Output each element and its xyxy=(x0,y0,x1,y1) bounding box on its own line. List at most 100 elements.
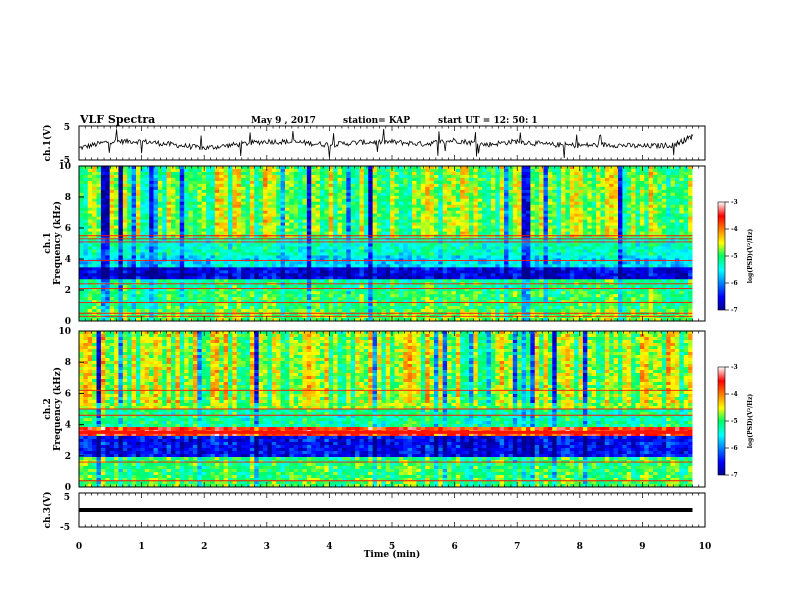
heatmap-cell xyxy=(100,219,106,223)
heatmap-cell xyxy=(328,166,334,170)
heatmap-cell xyxy=(105,228,111,232)
heatmap-cell xyxy=(670,261,676,265)
heatmap-cell xyxy=(122,225,128,229)
heatmap-cell xyxy=(122,192,128,197)
heatmap-cell xyxy=(175,264,181,268)
heatmap-cell xyxy=(433,249,439,253)
heatmap-cell xyxy=(109,243,115,247)
heatmap-cell xyxy=(477,258,483,262)
heatmap-cell xyxy=(403,189,409,194)
heatmap-cell xyxy=(166,210,172,214)
heatmap-cell xyxy=(258,258,264,262)
heatmap-cell xyxy=(587,192,593,197)
heatmap-cell xyxy=(679,198,685,203)
heatmap-cell xyxy=(214,210,220,214)
heatmap-cell xyxy=(534,222,540,226)
heatmap-cell xyxy=(648,258,654,262)
heatmap-cell xyxy=(254,228,260,232)
heatmap-cell xyxy=(131,267,137,271)
heatmap-cell xyxy=(337,183,343,188)
heatmap-cell xyxy=(140,183,146,188)
heatmap-cell xyxy=(556,198,562,203)
heatmap-cell xyxy=(109,213,115,217)
heatmap-cell xyxy=(416,180,422,185)
heatmap-cell xyxy=(442,219,448,223)
heatmap-cell xyxy=(227,255,233,259)
heatmap-cell xyxy=(508,261,514,265)
heatmap-cell xyxy=(109,192,115,197)
heatmap-cell xyxy=(561,261,566,265)
heatmap-cell xyxy=(644,192,650,197)
heatmap-cell xyxy=(420,243,426,247)
heatmap-cell xyxy=(355,166,360,170)
heatmap-cell xyxy=(534,255,540,259)
heatmap-cell xyxy=(521,252,527,256)
heatmap-cell xyxy=(109,168,115,173)
heatmap-cell xyxy=(298,228,303,232)
heatmap-cell xyxy=(227,228,233,232)
heatmap-cell xyxy=(398,243,404,247)
heatmap-cell xyxy=(355,195,360,200)
heatmap-cell xyxy=(324,183,330,188)
heatmap-cell xyxy=(337,252,343,256)
heatmap-cell xyxy=(547,225,553,229)
heatmap-cell xyxy=(499,204,505,209)
heatmap-cell xyxy=(504,264,509,268)
heatmap-cell xyxy=(153,168,159,173)
heatmap-cell xyxy=(582,174,588,179)
heatmap-cell xyxy=(166,267,172,271)
heatmap-cell xyxy=(284,222,290,226)
heatmap-cell xyxy=(653,252,658,256)
heatmap-cell xyxy=(315,222,321,226)
heatmap-cell xyxy=(447,255,452,259)
heatmap-cell xyxy=(201,252,207,256)
heatmap-cell xyxy=(157,261,163,265)
heatmap-cell xyxy=(236,213,242,217)
heatmap-cell xyxy=(333,192,338,197)
heatmap-cell xyxy=(376,261,382,265)
heatmap-cell xyxy=(455,201,461,206)
heatmap-cell xyxy=(171,177,176,182)
heatmap-cell xyxy=(311,201,317,206)
heatmap-cell xyxy=(157,192,163,197)
heatmap-cell xyxy=(118,198,124,203)
heatmap-cell xyxy=(438,186,444,191)
heatmap-cell xyxy=(311,177,317,182)
heatmap-cell xyxy=(166,204,172,209)
heatmap-cell xyxy=(127,258,132,262)
heatmap-cell xyxy=(192,252,198,256)
heatmap-cell xyxy=(96,219,102,223)
heatmap-cell xyxy=(263,213,268,217)
heatmap-cell xyxy=(416,264,422,268)
heatmap-cell xyxy=(122,183,128,188)
heatmap-cell xyxy=(153,166,159,170)
heatmap-cell xyxy=(289,195,295,200)
heatmap-cell xyxy=(293,267,299,271)
heatmap-cell xyxy=(284,246,290,250)
heatmap-cell xyxy=(517,180,522,185)
heatmap-cell xyxy=(688,186,693,191)
heatmap-cell xyxy=(521,261,527,265)
heatmap-cell xyxy=(460,192,466,197)
heatmap-cell xyxy=(429,258,435,262)
heatmap-cell xyxy=(429,228,435,232)
heatmap-cell xyxy=(368,216,373,220)
heatmap-cell xyxy=(372,192,378,197)
heatmap-cell xyxy=(249,219,255,223)
heatmap-cell xyxy=(192,270,198,274)
heatmap-cell xyxy=(131,166,137,170)
heatmap-cell xyxy=(140,201,146,206)
heatmap-cell xyxy=(249,216,255,220)
heatmap-cell xyxy=(114,189,119,194)
heatmap-cell xyxy=(179,189,185,194)
heatmap-cell xyxy=(534,231,540,235)
heatmap-cell xyxy=(214,198,220,203)
heatmap-cell xyxy=(92,225,97,229)
heatmap-cell xyxy=(87,171,93,176)
heatmap-cell xyxy=(232,258,238,262)
heatmap-cell xyxy=(114,270,119,274)
heatmap-cell xyxy=(359,255,365,259)
heatmap-cell xyxy=(105,216,111,220)
heatmap-cell xyxy=(412,213,417,217)
heatmap-cell xyxy=(144,189,150,194)
